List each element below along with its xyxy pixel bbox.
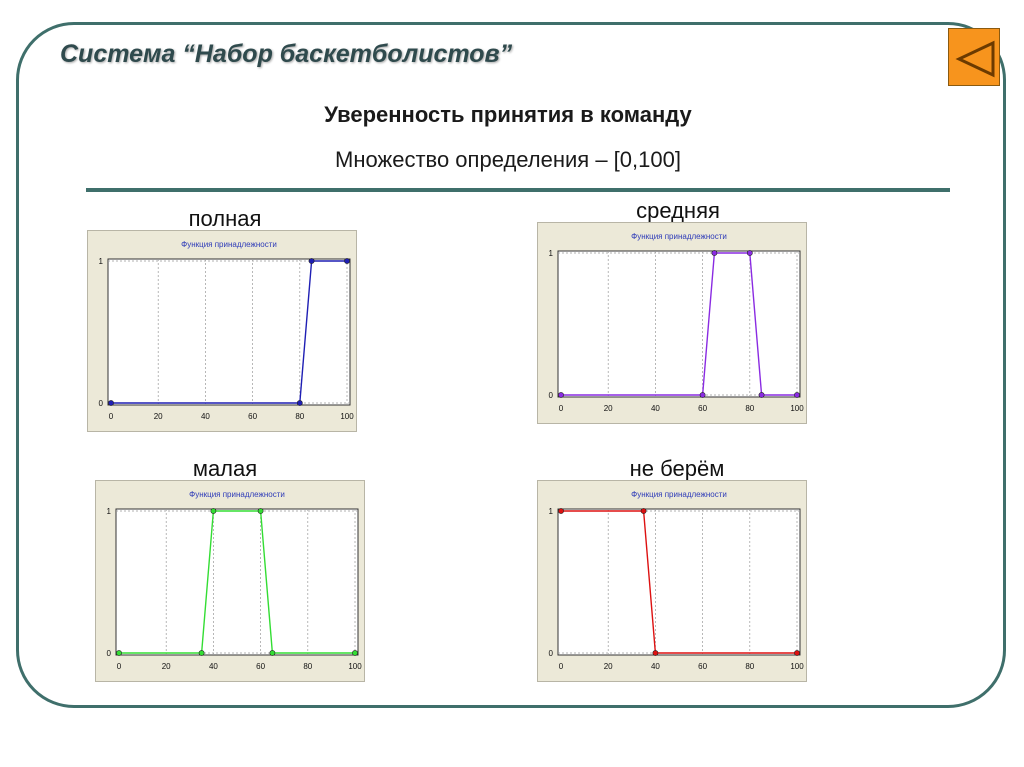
data-point [699, 392, 706, 398]
chart-label-malaya: малая [192, 456, 258, 481]
x-tick-label: 100 [340, 412, 354, 421]
slide-title: Система “Набор баскетболистов” [60, 40, 513, 68]
data-point [308, 258, 315, 264]
x-tick-label: 40 [201, 412, 210, 421]
chart-title: Функция принадлежности [189, 490, 285, 499]
chart-label-srednyaya: средняя [636, 198, 720, 223]
y-tick-label: 0 [99, 399, 104, 408]
data-point [352, 650, 358, 656]
x-tick-label: 0 [117, 662, 122, 671]
chart-panel-malaya: Функция принадлежности 0 20 40 60 80 100 0 1 [95, 480, 365, 682]
x-tick-label: 20 [604, 404, 613, 413]
x-tick-label: 0 [559, 404, 564, 413]
chart-ne-berem: Функция принадлежности 0 20 40 60 80 100 0 1 [549, 490, 805, 671]
x-tick-label: 80 [745, 662, 754, 671]
data-point [640, 508, 647, 514]
series-line [119, 510, 355, 654]
x-tick-label: 60 [698, 404, 707, 413]
data-point [711, 250, 718, 256]
data-point [116, 650, 122, 656]
chart-label-ne-berem: не берём [629, 456, 725, 481]
chart-title: Функция принадлежности [631, 490, 727, 499]
series-line [561, 510, 797, 654]
data-point [198, 650, 205, 656]
x-tick-label: 60 [698, 662, 707, 671]
x-tick-label: 40 [651, 662, 660, 671]
x-tick-label: 100 [348, 662, 362, 671]
heading: Уверенность принятия в команду [324, 102, 692, 127]
data-point [758, 392, 765, 398]
y-tick-label: 0 [549, 649, 554, 658]
x-tick-label: 60 [248, 412, 257, 421]
x-tick-label: 60 [256, 662, 265, 671]
chart-srednyaya: Функция принадлежности 0 20 40 60 80 100 0 1 [549, 232, 805, 413]
plot-area [557, 508, 801, 656]
y-tick-label: 1 [99, 257, 104, 266]
data-point [746, 250, 753, 256]
chart-label-polnaya: полная [188, 206, 262, 231]
chart-malaya: Функция принадлежности 0 20 40 60 80 100 0 1 [107, 490, 363, 671]
chart-title: Функция принадлежности [631, 232, 727, 241]
slide-frame [16, 22, 1006, 708]
chart-polnaya: Функция принадлежности 0 20 40 60 80 100 0 1 [99, 240, 355, 421]
y-tick-label: 1 [107, 507, 112, 516]
x-tick-label: 0 [109, 412, 114, 421]
x-tick-label: 80 [295, 412, 304, 421]
triangle-left-icon [955, 40, 995, 78]
back-button[interactable] [948, 28, 1000, 86]
data-point [794, 392, 800, 398]
plot-area [557, 250, 801, 398]
chart-title: Функция принадлежности [181, 240, 277, 249]
x-tick-label: 40 [209, 662, 218, 671]
series-line [111, 260, 347, 404]
data-point [794, 650, 800, 656]
data-point [108, 400, 114, 406]
chart-panel-polnaya: Функция принадлежности 0 20 40 60 80 100 0 1 [87, 230, 357, 432]
data-point [558, 392, 564, 398]
x-tick-label: 100 [790, 404, 804, 413]
x-tick-label: 100 [790, 662, 804, 671]
x-tick-label: 0 [559, 662, 564, 671]
series-line [561, 252, 797, 396]
x-tick-label: 40 [651, 404, 660, 413]
x-tick-label: 20 [162, 662, 171, 671]
data-point [558, 508, 564, 514]
y-tick-label: 1 [549, 249, 554, 258]
divider [86, 188, 950, 192]
data-point [210, 508, 217, 514]
chart-panel-srednyaya: Функция принадлежности 0 20 40 60 80 100 0 1 [537, 222, 807, 424]
plot-area [115, 508, 359, 656]
x-tick-label: 80 [303, 662, 312, 671]
x-tick-label: 20 [154, 412, 163, 421]
x-tick-label: 80 [745, 404, 754, 413]
subheading: Множество определения – [0,100] [335, 147, 681, 172]
y-tick-label: 0 [107, 649, 112, 658]
data-point [296, 400, 303, 406]
y-tick-label: 0 [549, 391, 554, 400]
chart-panel-ne-berem: Функция принадлежности 0 20 40 60 80 100 0 1 [537, 480, 807, 682]
data-point [344, 258, 350, 264]
data-point [652, 650, 659, 656]
y-tick-label: 1 [549, 507, 554, 516]
x-tick-label: 20 [604, 662, 613, 671]
plot-area [107, 258, 351, 406]
data-point [269, 650, 276, 656]
data-point [257, 508, 264, 514]
